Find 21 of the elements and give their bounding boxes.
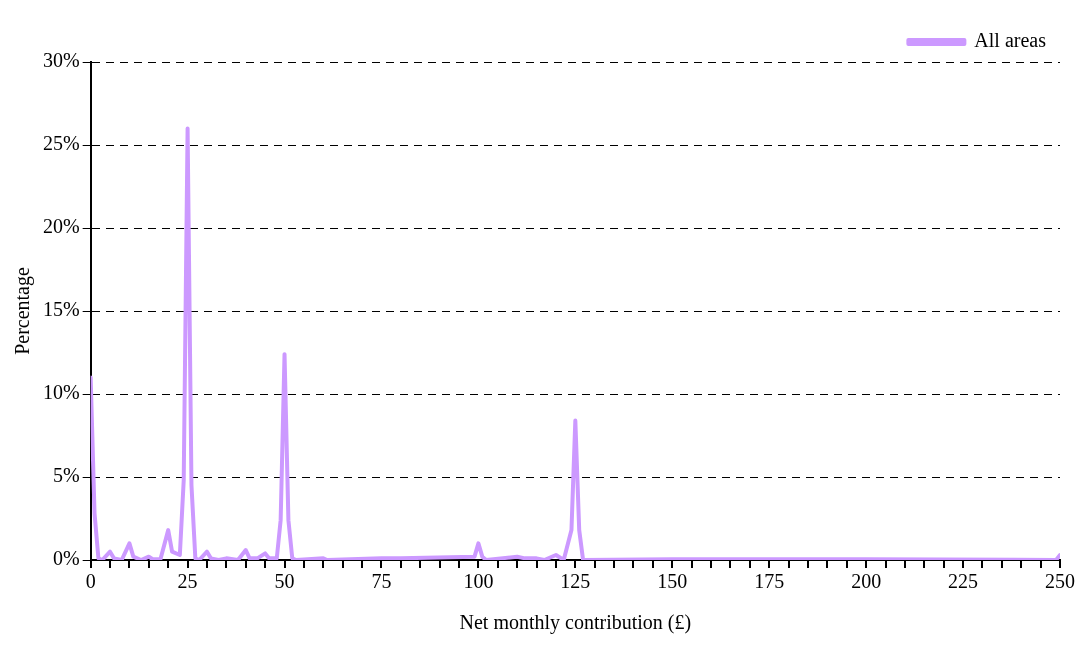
x-tick-label: 75 [371,570,392,593]
x-tick-label: 150 [657,570,688,593]
x-tick-label: 50 [274,570,295,593]
y-tick-label: 5% [52,464,80,487]
y-axis-title: Percentage [11,267,35,355]
x-tick-label: 175 [754,570,785,593]
legend-label: All areas [974,29,1047,52]
x-tick-label: 25 [177,570,198,593]
x-tick-label: 225 [948,570,979,593]
y-tick-label: 0% [52,547,80,570]
x-tick-label: 0 [85,570,96,593]
y-tick-label: 10% [42,381,80,404]
x-tick-label: 200 [851,570,882,593]
y-tick-label: 15% [42,298,80,321]
x-tick-label: 125 [560,570,591,593]
y-tick-label: 30% [42,49,80,72]
x-axis-title: Net monthly contribution (£) [459,611,692,635]
y-tick-label: 25% [42,132,80,155]
y-tick-label: 20% [42,215,80,238]
x-tick-label: 250 [1045,570,1075,593]
x-tick-label: 100 [463,570,494,593]
